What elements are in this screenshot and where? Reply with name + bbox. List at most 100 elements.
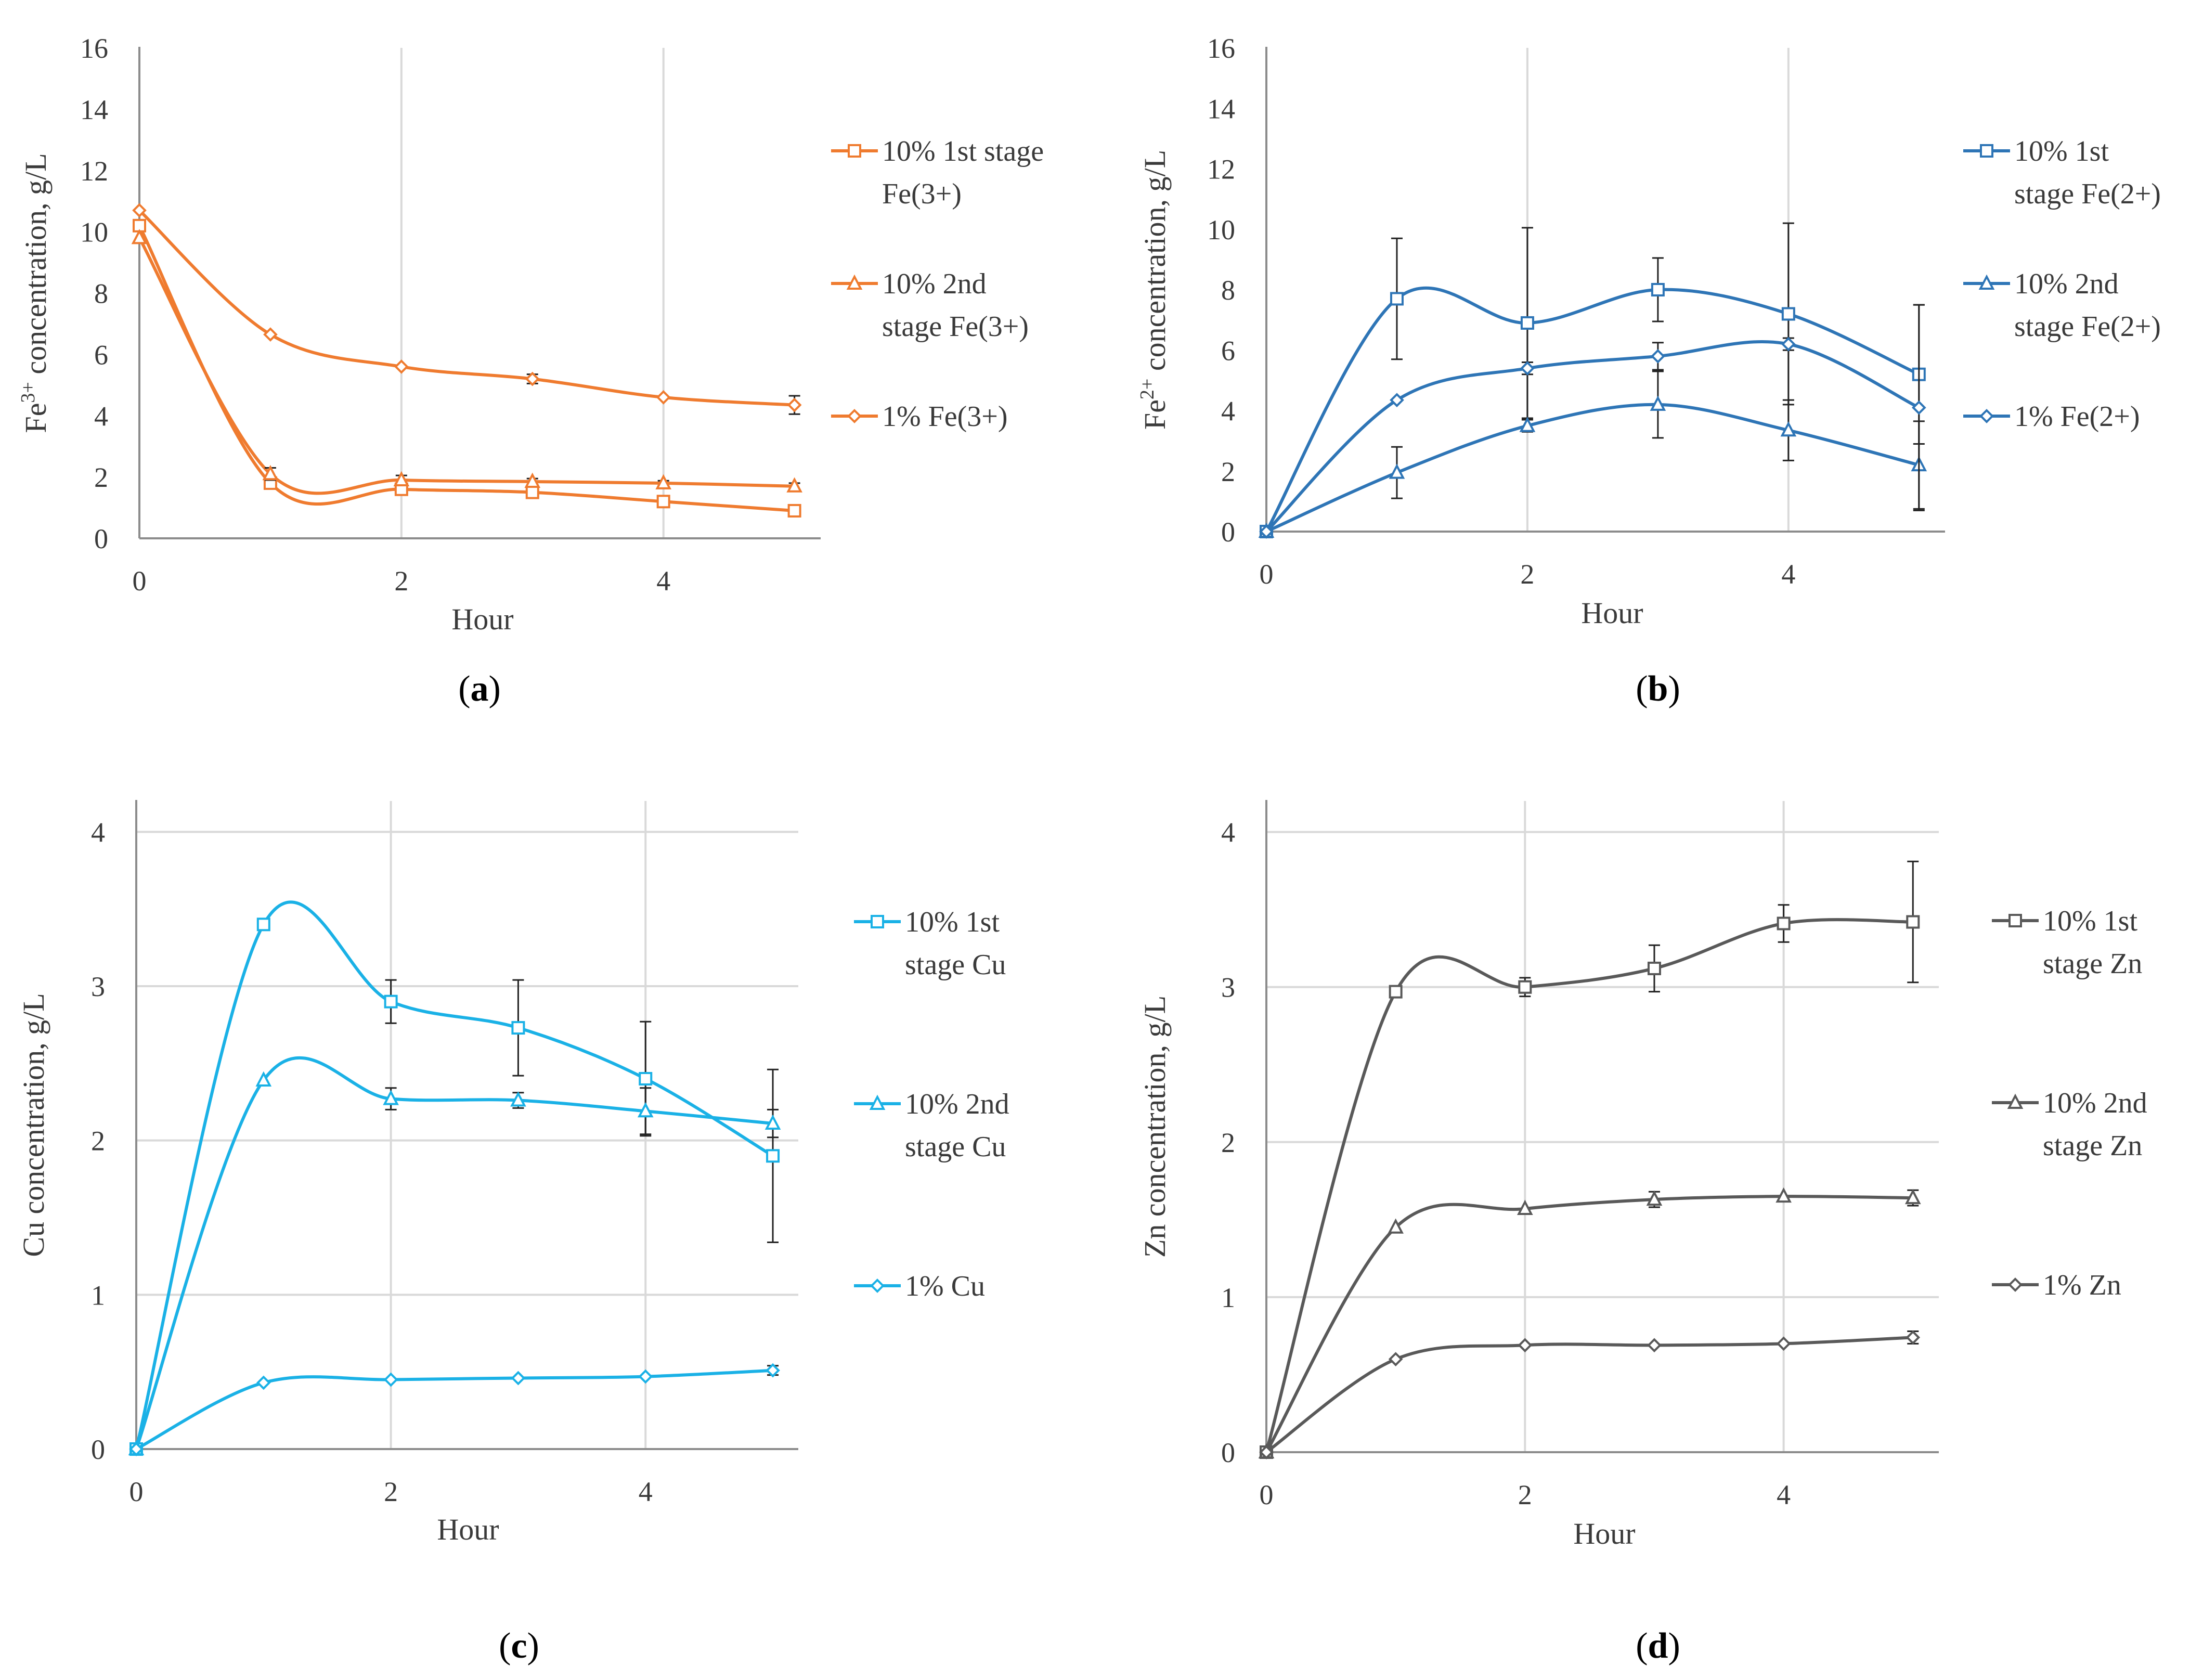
- y-tick-label: 16: [80, 33, 108, 64]
- legend-entry-1: 10% 1st stage Fe(2+): [1963, 135, 2161, 210]
- legend-label: 10% 1st: [2014, 135, 2109, 167]
- data-point: [1780, 421, 1797, 437]
- chart-panel-d: 0 1 2 3 4 0 2 4 Hour Zn concentration, g/L 10% 1st…: [1118, 754, 2190, 1586]
- y-axis-title-element: Fe: [1138, 399, 1172, 430]
- x-tick-label: 0: [1260, 1479, 1274, 1510]
- legend-marker: [870, 1278, 885, 1293]
- legend-entry-2: 10% 2nd stage Fe(3+): [831, 268, 1029, 343]
- data-point: [1781, 307, 1795, 321]
- series-3: [132, 203, 802, 415]
- chart-panel-c: 0 1 2 3 4 0 2 4 Hour Cu concentration, g/L 10% 1st…: [0, 754, 1095, 1586]
- data-point: [1517, 1199, 1533, 1215]
- y-tick-label: 8: [1221, 275, 1235, 306]
- data-point: [255, 1071, 272, 1087]
- y-tick-label: 1: [1221, 1282, 1235, 1313]
- y-tick-label: 4: [94, 400, 108, 432]
- data-point: [1911, 400, 1926, 415]
- legend-marker: [846, 274, 863, 290]
- y-tick-label: 3: [91, 971, 105, 1002]
- y-tick-label: 10: [80, 217, 108, 248]
- y-tick-label: 6: [1221, 335, 1235, 366]
- data-point: [1389, 985, 1403, 999]
- data-point: [1646, 1190, 1663, 1206]
- series-line: [1265, 918, 1913, 1453]
- caption-a: (a): [458, 669, 501, 709]
- data-point: [787, 397, 802, 412]
- caption-c-letter: c: [511, 1626, 527, 1666]
- legend-marker: [1978, 274, 1995, 290]
- x-tick-label: 0: [133, 565, 147, 597]
- data-point: [524, 472, 541, 488]
- data-point: [1518, 980, 1532, 994]
- y-axis-title: Fe2+ concentration, g/L: [1136, 150, 1172, 430]
- legend-marker: [848, 144, 861, 158]
- data-point: [129, 1442, 144, 1456]
- chart-panel-b: 0 2 4 6 8 10 12 14 16 0 2 4 Hour Fe2+ concentration, …: [1118, 0, 2190, 666]
- y-axis-title: Cu concentration, g/L: [17, 993, 50, 1257]
- data-point: [656, 390, 671, 405]
- series-line: [135, 900, 774, 1450]
- data-point: [639, 1072, 653, 1085]
- x-axis-title: Hour: [1581, 596, 1643, 630]
- x-tick-label: 2: [394, 565, 408, 597]
- y-tick-label: 12: [1207, 154, 1235, 185]
- legend-label: stage Cu: [905, 949, 1006, 981]
- data-point: [1390, 292, 1404, 306]
- data-point: [394, 359, 409, 374]
- legend-label: stage Zn: [2043, 948, 2142, 980]
- data-point: [764, 1114, 781, 1130]
- data-point: [132, 203, 147, 218]
- legend-label: 10% 1st: [2043, 905, 2137, 937]
- y-tick-label: 2: [1221, 456, 1235, 487]
- series-line: [1265, 340, 1920, 533]
- data-point: [1777, 916, 1791, 931]
- y-tick-label: 0: [94, 523, 108, 554]
- x-tick-label: 4: [1781, 559, 1795, 590]
- data-point: [131, 229, 148, 244]
- legend-label: 10% 2nd: [905, 1088, 1009, 1120]
- chart-a: 0 2 4 6 8 10 12 14 16 0 2 4 Hour Fe3+ concentration, …: [17, 33, 1044, 636]
- legend-marker: [869, 1094, 886, 1110]
- legend-marker: [871, 915, 884, 928]
- data-point: [1651, 349, 1665, 364]
- data-point: [787, 503, 801, 518]
- y-tick-label: 12: [80, 156, 108, 187]
- data-point: [1650, 395, 1666, 411]
- legend-marker: [2007, 1093, 2024, 1109]
- caption-c: (c): [499, 1626, 539, 1666]
- data-point: [1520, 361, 1535, 376]
- data-point: [1388, 1352, 1403, 1366]
- legend-entry-2: 10% 2nd stage Zn: [1992, 1087, 2147, 1162]
- chart-b: 0 2 4 6 8 10 12 14 16 0 2 4 Hour Fe2+ concentration, …: [1136, 33, 2161, 630]
- legend-marker: [1979, 409, 1994, 423]
- series-3: [1259, 1330, 1921, 1459]
- legend-label: stage Zn: [2043, 1130, 2142, 1162]
- data-point: [383, 1090, 399, 1105]
- series-2: [131, 229, 802, 495]
- data-point: [1781, 337, 1796, 352]
- legend-entry-1: 10% 1st stage Fe(3+): [831, 135, 1044, 210]
- legend-entry-3: 1% Fe(2+): [1963, 400, 2140, 433]
- data-point: [638, 1369, 653, 1384]
- legend-label: stage Fe(2+): [2014, 178, 2161, 210]
- data-point: [511, 1021, 525, 1035]
- y-tick-label: 3: [1221, 972, 1235, 1003]
- series-line: [135, 1056, 773, 1450]
- y-axis-title-superscript: 3+: [17, 382, 39, 403]
- y-axis-title-superscript: 2+: [1136, 379, 1158, 399]
- data-point: [1520, 316, 1534, 330]
- data-point: [766, 1149, 780, 1163]
- x-axis-title: Hour: [437, 1513, 499, 1546]
- caption-a-letter: a: [470, 669, 489, 709]
- y-tick-label: 10: [1207, 214, 1235, 245]
- x-tick-label: 2: [1518, 1479, 1532, 1510]
- series-1: [1260, 860, 1920, 1459]
- y-axis-title: Fe3+ concentration, g/L: [17, 153, 53, 433]
- x-tick-label: 0: [1260, 559, 1274, 590]
- legend-marker: [1980, 144, 1993, 158]
- data-point: [1518, 1338, 1533, 1353]
- legend-label: stage Cu: [905, 1131, 1006, 1163]
- data-point: [263, 327, 278, 342]
- data-point: [1651, 283, 1665, 296]
- data-point: [1390, 393, 1404, 407]
